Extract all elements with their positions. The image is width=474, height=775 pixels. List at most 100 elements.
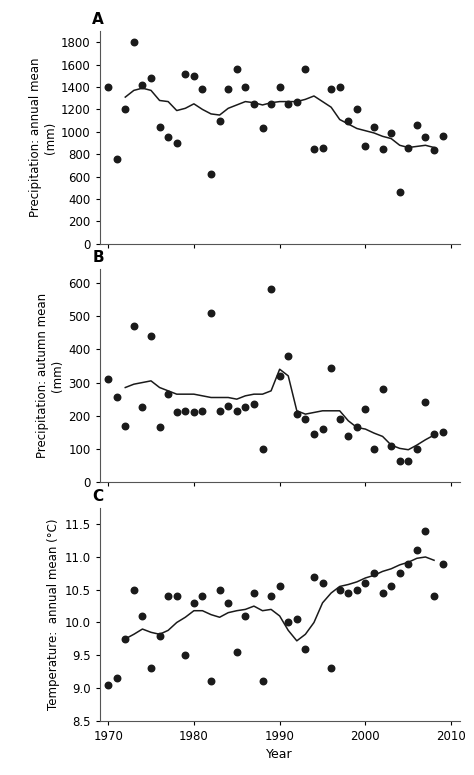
Point	[362, 403, 369, 415]
Point	[310, 143, 318, 155]
Point	[182, 649, 189, 661]
Point	[233, 646, 241, 658]
Point	[138, 610, 146, 622]
Point	[319, 577, 326, 590]
Point	[259, 443, 266, 455]
X-axis label: Year: Year	[266, 749, 293, 761]
Point	[224, 597, 232, 609]
Point	[422, 396, 429, 408]
Point	[242, 610, 249, 622]
Point	[207, 675, 215, 687]
Point	[370, 443, 378, 455]
Point	[413, 443, 421, 455]
Point	[353, 422, 361, 434]
Point	[130, 36, 137, 48]
Point	[113, 153, 120, 165]
Point	[147, 72, 155, 84]
Point	[379, 383, 386, 395]
Y-axis label: Precipitation: autumn mean
(mm): Precipitation: autumn mean (mm)	[36, 293, 64, 459]
Point	[404, 557, 412, 570]
Point	[121, 419, 129, 432]
Point	[293, 408, 301, 420]
Point	[199, 83, 206, 95]
Point	[250, 587, 258, 599]
Point	[173, 590, 181, 602]
Point	[293, 95, 301, 108]
Point	[130, 320, 137, 332]
Point	[147, 329, 155, 342]
Point	[199, 405, 206, 417]
Point	[336, 584, 344, 596]
Point	[396, 454, 403, 467]
Point	[353, 584, 361, 596]
Point	[422, 131, 429, 143]
Point	[104, 679, 112, 691]
Point	[130, 584, 137, 596]
Point	[310, 570, 318, 583]
Point	[284, 350, 292, 362]
Point	[267, 590, 275, 602]
Point	[182, 67, 189, 80]
Point	[276, 81, 283, 93]
Point	[190, 406, 198, 419]
Point	[404, 141, 412, 153]
Point	[216, 405, 223, 417]
Y-axis label: Precipitation: annual mean
(mm): Precipitation: annual mean (mm)	[28, 57, 56, 217]
Point	[345, 429, 352, 442]
Point	[242, 401, 249, 414]
Point	[319, 423, 326, 436]
Point	[164, 131, 172, 143]
Point	[413, 544, 421, 556]
Point	[319, 141, 326, 153]
Point	[439, 130, 447, 143]
Point	[276, 580, 283, 593]
Point	[430, 143, 438, 156]
Point	[345, 587, 352, 599]
Y-axis label: Temperature:  annual mean (°C): Temperature: annual mean (°C)	[47, 518, 60, 710]
Point	[379, 143, 386, 155]
Point	[370, 567, 378, 580]
Point	[439, 557, 447, 570]
Point	[121, 632, 129, 645]
Text: A: A	[92, 12, 104, 27]
Point	[250, 98, 258, 110]
Point	[267, 98, 275, 110]
Point	[284, 616, 292, 629]
Point	[328, 662, 335, 674]
Point	[164, 590, 172, 602]
Point	[259, 122, 266, 135]
Point	[182, 405, 189, 417]
Point	[301, 63, 309, 75]
Point	[199, 590, 206, 602]
Point	[301, 413, 309, 425]
Point	[216, 115, 223, 127]
Point	[387, 127, 395, 140]
Text: C: C	[92, 488, 103, 504]
Point	[138, 78, 146, 91]
Point	[430, 428, 438, 440]
Point	[147, 662, 155, 674]
Point	[216, 584, 223, 596]
Point	[387, 580, 395, 593]
Point	[190, 597, 198, 609]
Point	[121, 103, 129, 115]
Point	[301, 642, 309, 655]
Point	[370, 121, 378, 133]
Point	[404, 454, 412, 467]
Point	[284, 98, 292, 110]
Point	[156, 629, 164, 642]
Point	[207, 168, 215, 181]
Point	[396, 186, 403, 198]
Point	[104, 373, 112, 385]
Point	[413, 119, 421, 131]
Point	[242, 81, 249, 93]
Point	[233, 405, 241, 417]
Point	[328, 361, 335, 374]
Point	[422, 525, 429, 537]
Point	[310, 428, 318, 440]
Point	[379, 587, 386, 599]
Point	[362, 577, 369, 590]
Point	[259, 675, 266, 687]
Point	[430, 590, 438, 602]
Point	[353, 103, 361, 115]
